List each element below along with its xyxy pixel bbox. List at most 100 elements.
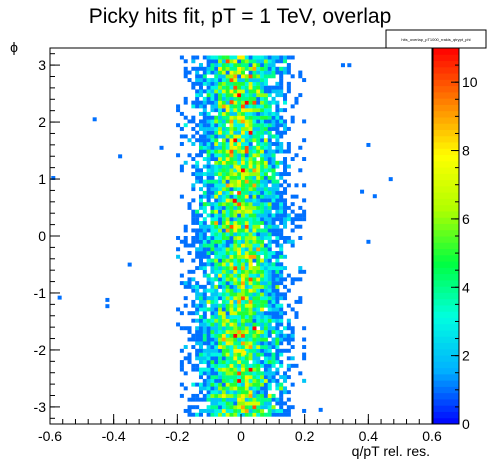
heatmap-cell — [244, 115, 249, 120]
heatmap-cell — [241, 126, 246, 131]
heatmap-cell — [248, 273, 253, 278]
heatmap-cell — [256, 330, 261, 334]
heatmap-cell — [237, 363, 242, 368]
heatmap-cell — [206, 202, 211, 207]
heatmap-cell — [275, 307, 280, 312]
heatmap-cell — [214, 288, 219, 293]
heatmap-cell — [191, 363, 196, 368]
heatmap-cell — [233, 187, 238, 192]
heatmap-cell — [260, 243, 265, 248]
heatmap-cell — [260, 202, 265, 207]
heatmap-cell — [241, 172, 246, 177]
heatmap-cell — [229, 142, 234, 146]
heatmap-cell — [218, 63, 223, 67]
heatmap-cell — [256, 266, 261, 271]
heatmap-cell — [244, 134, 249, 139]
heatmap-cell — [248, 363, 253, 368]
heatmap-cell — [221, 352, 226, 357]
colorbar-swatch — [433, 380, 459, 387]
heatmap-cell — [218, 371, 223, 376]
heatmap-cell — [218, 175, 223, 180]
heatmap-cell — [229, 63, 234, 67]
heatmap-cell — [267, 187, 272, 192]
heatmap-cell — [202, 96, 207, 101]
heatmap-cell — [241, 164, 246, 169]
heatmap-cell — [198, 299, 203, 304]
heatmap-cell — [260, 70, 265, 75]
heatmap-cell — [271, 111, 276, 116]
heatmap-cell — [218, 269, 223, 274]
heatmap-cell — [241, 299, 246, 304]
heatmap-cell — [241, 108, 246, 113]
heatmap-cell — [229, 386, 234, 391]
heatmap-cell — [252, 303, 257, 308]
heatmap-cell — [229, 130, 234, 135]
heatmap-cell — [183, 326, 188, 331]
heatmap-cell — [221, 360, 226, 365]
heatmap-cell — [275, 228, 280, 233]
heatmap-cell — [218, 55, 223, 60]
heatmap-cell — [263, 96, 268, 101]
heatmap-cell — [233, 168, 238, 173]
heatmap-cell — [229, 70, 234, 75]
heatmap-cell — [271, 224, 276, 229]
heatmap-cell — [237, 108, 242, 113]
heatmap-cell — [195, 254, 200, 259]
heatmap-cell — [263, 217, 268, 222]
heatmap-cell — [271, 205, 276, 210]
heatmap-cell — [179, 239, 184, 244]
heatmap-cell — [210, 202, 215, 207]
heatmap-cell — [256, 273, 261, 278]
heatmap-cell — [241, 401, 246, 406]
heatmap-cell — [195, 356, 200, 361]
heatmap-cell — [214, 89, 219, 94]
heatmap-cell — [298, 224, 303, 229]
heatmap-cell — [225, 108, 230, 113]
colorbar-tick-label: 4 — [462, 279, 470, 295]
heatmap-cell — [218, 311, 223, 316]
heatmap-cell — [267, 66, 272, 71]
heatmap-cell — [271, 318, 276, 323]
heatmap-cell — [198, 205, 203, 210]
heatmap-cell — [206, 55, 211, 60]
heatmap-cell — [244, 100, 249, 105]
heatmap-cell — [267, 175, 272, 180]
colorbar-swatch — [433, 355, 459, 362]
heatmap-cell — [252, 202, 257, 207]
heatmap-cell — [233, 262, 238, 267]
heatmap-cell — [191, 187, 196, 192]
heatmap-cell — [271, 262, 276, 267]
heatmap-cell — [267, 341, 272, 346]
heatmap-cell — [233, 356, 238, 361]
heatmap-cell — [256, 345, 261, 349]
heatmap-cell — [275, 318, 280, 323]
heatmap-cell — [271, 164, 276, 169]
heatmap-cell — [187, 138, 192, 143]
heatmap-cell — [225, 367, 230, 372]
heatmap-cell — [229, 303, 234, 308]
heatmap-cell — [233, 299, 238, 304]
heatmap-cell — [202, 262, 207, 267]
heatmap-cell — [283, 70, 288, 75]
heatmap-cell — [302, 345, 307, 349]
heatmap-cell — [286, 164, 291, 169]
heatmap-cell — [221, 70, 226, 75]
heatmap-cell — [179, 363, 184, 368]
heatmap-cell — [233, 55, 238, 60]
heatmap-cell — [302, 213, 307, 218]
heatmap-cell — [225, 236, 230, 240]
heatmap-cell — [241, 341, 246, 346]
heatmap-cell — [283, 266, 288, 271]
heatmap-cell — [237, 175, 242, 180]
heatmap-cell — [256, 236, 261, 240]
heatmap-cell — [225, 382, 230, 387]
heatmap-cell — [244, 247, 249, 252]
heatmap-cell — [263, 149, 268, 154]
heatmap-cell — [214, 314, 219, 319]
heatmap-cell — [218, 134, 223, 139]
heatmap-cell — [210, 145, 215, 150]
heatmap-cell — [263, 311, 268, 316]
heatmap-cell — [290, 405, 295, 410]
stats-box — [385, 29, 487, 49]
heatmap-cell — [198, 284, 203, 289]
